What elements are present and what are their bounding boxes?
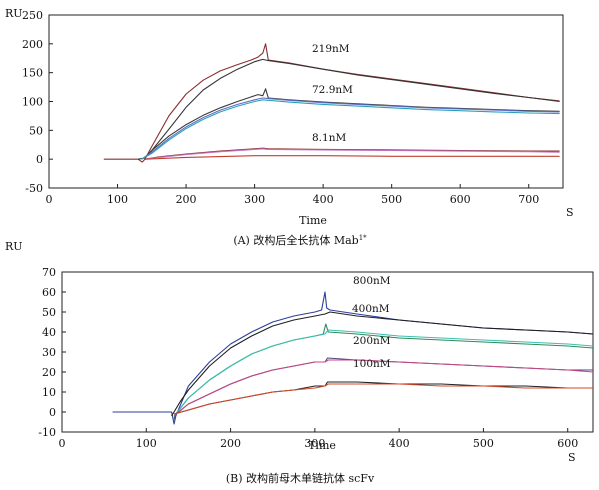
x-tick-label: 300 xyxy=(304,437,325,450)
series-line-219nM xyxy=(138,58,560,160)
x-tick-label: 400 xyxy=(389,437,410,450)
y-tick-label: -10 xyxy=(38,426,56,439)
y-tick-label: 200 xyxy=(22,38,43,51)
x-tick-label: 500 xyxy=(473,437,494,450)
panel-caption: (A) 改构后全长抗体 Mab1* xyxy=(233,233,367,247)
x-tick-label: 300 xyxy=(244,193,265,206)
series-group xyxy=(103,43,560,163)
concentration-label: 219nM xyxy=(312,43,350,55)
y-tick-label: 20 xyxy=(42,366,56,379)
concentration-label: 800nM xyxy=(353,275,391,287)
x-unit-label: S xyxy=(566,206,574,219)
series-line-800nM xyxy=(171,311,593,417)
series-line-8.1nM xyxy=(144,147,560,160)
series-line-72.9nM xyxy=(141,97,560,160)
series-line-8.1nM xyxy=(144,148,560,160)
y-tick-label: 10 xyxy=(42,386,56,399)
x-tick-label: 200 xyxy=(176,193,197,206)
x-tick-label: 400 xyxy=(313,193,334,206)
series-line-72.9nM xyxy=(141,88,560,160)
y-tick-label: 0 xyxy=(49,406,56,419)
y-tick-label: 0 xyxy=(36,153,43,166)
x-tick-label: 600 xyxy=(450,193,471,206)
x-tick-label: 100 xyxy=(136,437,157,450)
x-axis-label: Time xyxy=(299,214,327,227)
x-axis-label: Time xyxy=(308,439,336,452)
y-tick-label: 250 xyxy=(22,9,43,22)
concentration-label: 100nM xyxy=(353,358,391,370)
concentration-label: 72.9nM xyxy=(312,84,353,96)
x-unit-label: S xyxy=(568,451,576,464)
y-tick-label: 40 xyxy=(42,326,56,339)
series-line-400nM xyxy=(173,329,593,417)
y-tick-label: 150 xyxy=(22,67,43,80)
series-line-100nM xyxy=(173,381,593,415)
plot-frame xyxy=(61,271,594,433)
concentration-label: 8.1nM xyxy=(312,132,346,144)
series-group xyxy=(112,291,593,425)
panel-caption-text: (B) 改构前母木单链抗体 scFv xyxy=(226,471,375,485)
y-tick-label: 70 xyxy=(42,266,56,279)
series-line-200nM xyxy=(173,359,593,417)
panel-caption: (B) 改构前母木单链抗体 scFv xyxy=(226,471,375,485)
y-axis-label: RU xyxy=(5,240,23,253)
y-tick-label: -50 xyxy=(25,182,43,195)
series-line-219nM xyxy=(103,43,560,163)
series-line-100nM xyxy=(173,383,593,415)
y-tick-label: 50 xyxy=(29,124,43,137)
x-tick-label: 200 xyxy=(220,437,241,450)
series-line-8.1nM xyxy=(144,155,560,160)
panel-caption-text: (A) 改构后全长抗体 Mab xyxy=(233,233,358,247)
panel-caption-superscript: 1* xyxy=(359,234,367,242)
x-tick-label: 600 xyxy=(557,437,578,450)
concentration-label: 400nM xyxy=(352,303,390,315)
y-axis-label: RU xyxy=(5,7,23,20)
series-line-72.9nM xyxy=(141,99,560,160)
x-tick-label: 500 xyxy=(381,193,402,206)
concentration-label: 200nM xyxy=(353,335,391,347)
y-tick-label: 50 xyxy=(42,306,56,319)
x-tick-label: 100 xyxy=(107,193,128,206)
y-tick-label: 30 xyxy=(42,346,56,359)
y-tick-label: 100 xyxy=(22,96,43,109)
y-tick-label: 60 xyxy=(42,286,56,299)
x-tick-label: 0 xyxy=(59,437,66,450)
x-tick-label: 0 xyxy=(46,193,53,206)
x-tick-label: 700 xyxy=(518,193,539,206)
